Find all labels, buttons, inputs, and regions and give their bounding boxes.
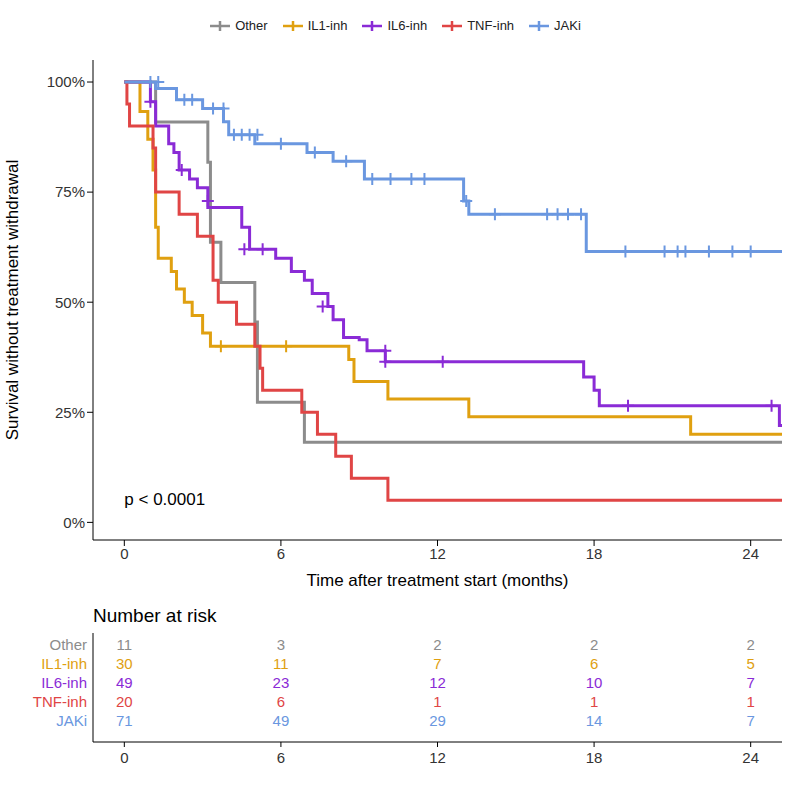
svg-text:TNF-inh: TNF-inh (33, 693, 87, 710)
svg-text:75%: 75% (55, 183, 85, 200)
svg-text:6: 6 (277, 693, 285, 710)
svg-text:Survival without treatment wit: Survival without treatment withdrawal (8, 160, 22, 441)
svg-text:25%: 25% (55, 404, 85, 421)
html-text:TNF-inh: TNF-inh (467, 18, 515, 33)
svg-text:2: 2 (590, 636, 598, 653)
svg-text:2: 2 (747, 636, 755, 653)
svg-text:1: 1 (590, 693, 598, 710)
svg-text:Time after treatment start (mo: Time after treatment start (months) (307, 571, 569, 590)
svg-text:11: 11 (117, 636, 133, 653)
svg-text:IL1-inh: IL1-inh (41, 655, 87, 672)
svg-text:18: 18 (586, 749, 603, 766)
svg-text:1: 1 (747, 693, 755, 710)
svg-text:100%: 100% (47, 73, 85, 90)
html-text:IL1-inh: IL1-inh (307, 18, 348, 33)
svg-text:12: 12 (429, 545, 446, 562)
svg-text:24: 24 (742, 545, 759, 562)
svg-text:10: 10 (586, 674, 603, 691)
svg-text:14: 14 (586, 712, 603, 729)
svg-text:24: 24 (742, 749, 759, 766)
html-text:IL6-inh: IL6-inh (387, 18, 428, 33)
svg-text:7: 7 (747, 712, 755, 729)
svg-text:23: 23 (273, 674, 290, 691)
svg-text:11: 11 (273, 655, 289, 672)
svg-text:IL6-inh: IL6-inh (41, 674, 87, 691)
svg-text:6: 6 (277, 749, 285, 766)
svg-text:0: 0 (120, 545, 128, 562)
html-text:Other: Other (235, 18, 268, 33)
svg-text:7: 7 (433, 655, 441, 672)
svg-text:12: 12 (429, 749, 446, 766)
svg-text:29: 29 (429, 712, 446, 729)
svg-text:6: 6 (590, 655, 598, 672)
svg-text:30: 30 (116, 655, 133, 672)
svg-text:50%: 50% (55, 294, 85, 311)
svg-text:3: 3 (277, 636, 285, 653)
html-text:p < 0.0001: p < 0.0001 (124, 490, 206, 509)
svg-text:49: 49 (273, 712, 290, 729)
svg-text:1: 1 (433, 693, 441, 710)
svg-text:71: 71 (116, 712, 133, 729)
svg-text:18: 18 (586, 545, 603, 562)
svg-text:7: 7 (747, 674, 755, 691)
svg-text:2: 2 (433, 636, 441, 653)
svg-text:20: 20 (116, 693, 133, 710)
svg-text:12: 12 (429, 674, 446, 691)
svg-text:JAKi: JAKi (56, 712, 87, 729)
svg-text:6: 6 (277, 545, 285, 562)
html-text:JAKi: JAKi (554, 18, 581, 33)
svg-text:5: 5 (747, 655, 755, 672)
svg-text:0%: 0% (63, 514, 85, 531)
svg-text:49: 49 (116, 674, 133, 691)
svg-text:Other: Other (49, 636, 87, 653)
svg-text:0: 0 (120, 749, 128, 766)
svg-text:Number at risk: Number at risk (93, 605, 217, 626)
